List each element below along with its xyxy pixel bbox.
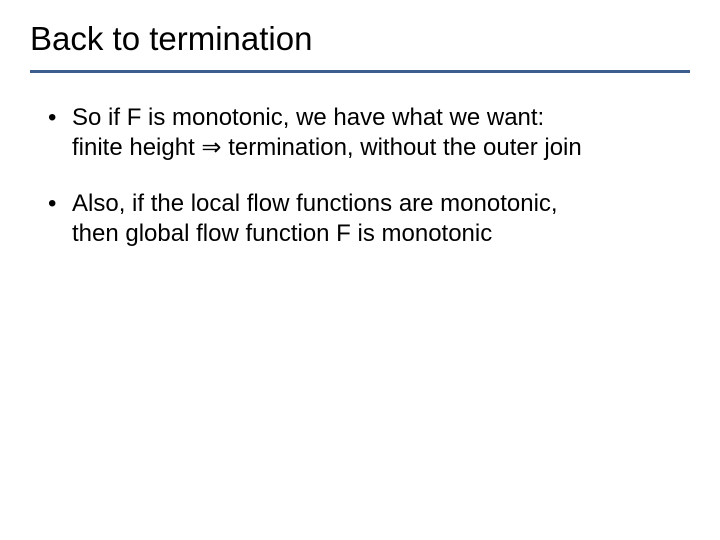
bullet-1-line-2-pre: finite height (72, 134, 201, 161)
implies-arrow-icon: ⇒ (201, 134, 221, 161)
bullet-2-line-1: Also, if the local flow functions are mo… (72, 190, 558, 217)
bullet-2-line-2: then global flow function F is monotonic (72, 220, 492, 247)
bullet-list: So if F is monotonic, we have what we wa… (30, 103, 690, 249)
slide-title: Back to termination (30, 20, 690, 66)
title-underline (30, 70, 690, 73)
bullet-1-line-1: So if F is monotonic, we have what we wa… (72, 104, 544, 131)
bullet-item-1: So if F is monotonic, we have what we wa… (48, 103, 690, 163)
bullet-item-2: Also, if the local flow functions are mo… (48, 189, 690, 249)
slide-container: Back to termination So if F is monotonic… (0, 0, 720, 540)
bullet-1-line-2-post: termination, without the outer join (222, 134, 582, 161)
